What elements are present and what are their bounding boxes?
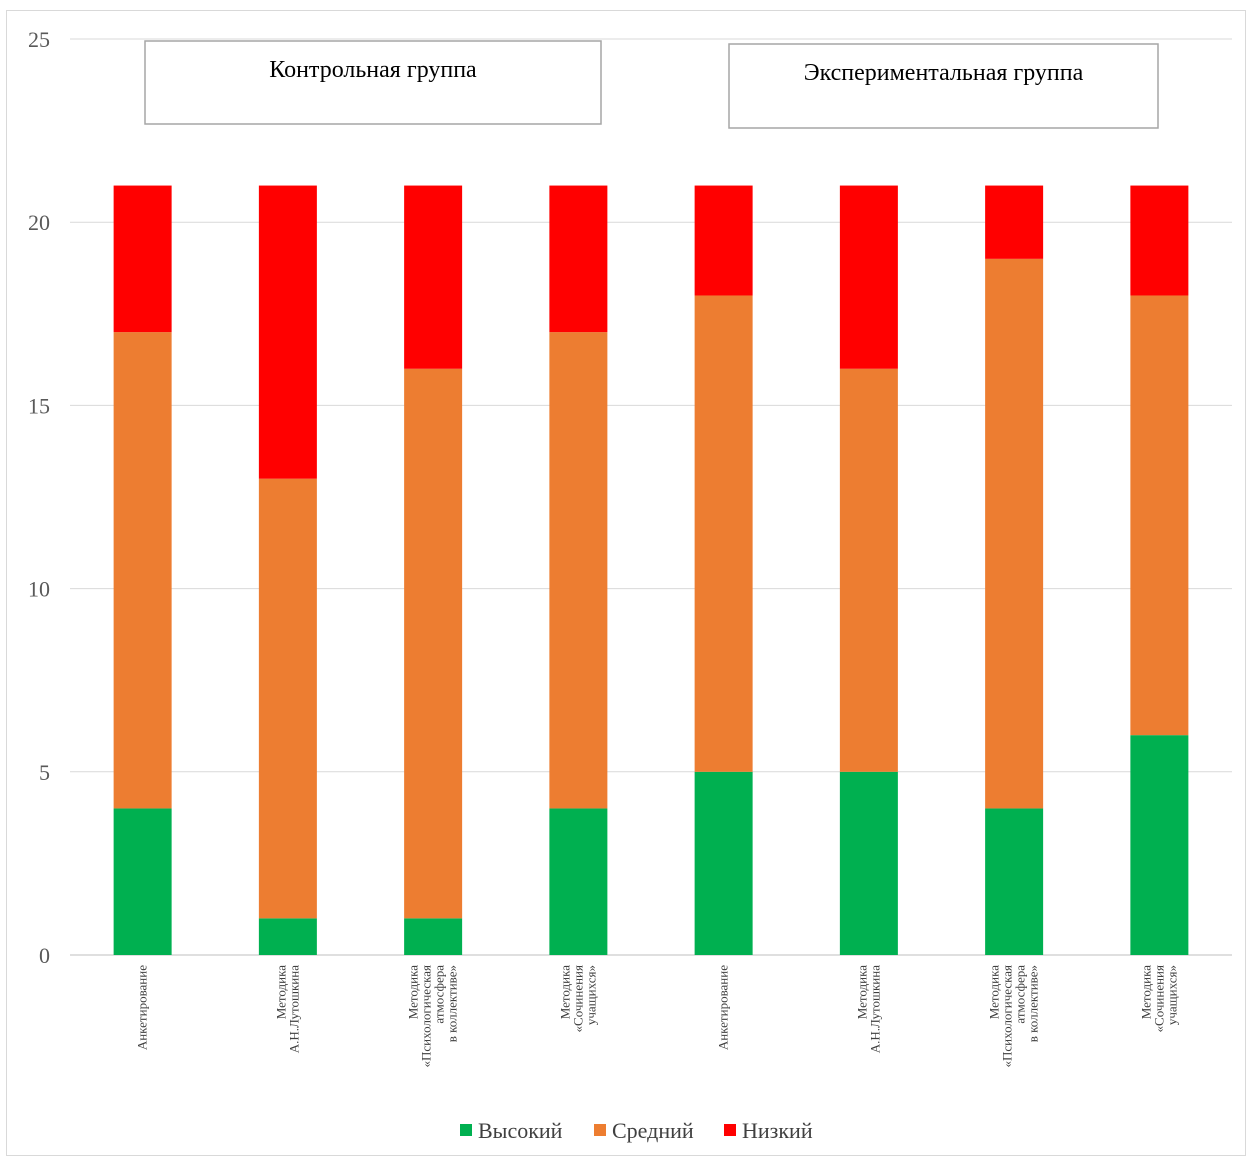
legend-label: Высокий	[478, 1118, 563, 1143]
svg-text:МетодикаА.Н.Лутошкина: МетодикаА.Н.Лутошкина	[854, 965, 882, 1054]
bar-segment-1	[113, 808, 172, 955]
svg-text:Методика«Психологическаяатмосф: Методика«Психологическаяатмосферав колле…	[987, 965, 1041, 1068]
y-tick-label: 25	[28, 27, 50, 52]
legend-label: Низкий	[742, 1118, 813, 1143]
svg-text:Методика«Сочиненияучащихся»: Методика«Сочиненияучащихся»	[557, 965, 598, 1033]
bar-segment-2	[404, 368, 463, 919]
svg-text:Анкетирование: Анкетирование	[135, 965, 150, 1050]
legend-swatch	[460, 1124, 472, 1136]
bar-segment-1	[258, 918, 317, 955]
y-tick-label: 0	[39, 943, 50, 968]
svg-text:Методика«Психологическаяатмосф: Методика«Психологическаяатмосферав колле…	[406, 965, 460, 1068]
legend-swatch	[724, 1124, 736, 1136]
bar-segment-1	[404, 918, 463, 955]
bar-segment-1	[694, 771, 753, 955]
bar-segment-1	[1130, 735, 1189, 955]
y-tick-label: 20	[28, 210, 50, 235]
y-tick-label: 10	[28, 577, 50, 602]
bar-segment-2	[113, 332, 172, 809]
bar-segment-1	[549, 808, 608, 955]
y-tick-label: 15	[28, 393, 50, 418]
bar-segment-3	[1130, 185, 1189, 296]
bar-segment-2	[985, 258, 1044, 809]
x-axis-categories: Анкетирование МетодикаА.Н.Лутошкина Методи…	[135, 965, 1180, 1068]
svg-text:МетодикаА.Н.Лутошкина: МетодикаА.Н.Лутошкина	[273, 965, 301, 1054]
svg-text:Методика«Сочиненияучащихся»: Методика«Сочиненияучащихся»	[1138, 965, 1179, 1033]
x-category-label: Методика«Психологическаяатмосферав колле…	[987, 965, 1041, 1068]
x-category-label: МетодикаА.Н.Лутошкина	[273, 965, 301, 1054]
x-category-label: Анкетирование	[716, 965, 731, 1050]
bar-segment-3	[404, 185, 463, 369]
group-annotation-label: Контрольная группа	[269, 57, 477, 83]
bar-segment-2	[839, 368, 898, 772]
x-category-label: МетодикаА.Н.Лутошкина	[854, 965, 882, 1054]
bar-segment-3	[694, 185, 753, 296]
x-category-label: Методика«Сочиненияучащихся»	[557, 965, 598, 1033]
bar-segment-2	[694, 295, 753, 772]
legend-swatch	[594, 1124, 606, 1136]
bar-segment-1	[985, 808, 1044, 955]
bar-segment-3	[113, 185, 172, 333]
gridlines	[70, 38, 1232, 956]
x-category-label: Анкетирование	[135, 965, 150, 1050]
group-annotation-label: Экспериментальная группа	[804, 60, 1084, 86]
y-tick-label: 5	[39, 760, 50, 785]
legend: Высокий Средний Низкий	[460, 1118, 813, 1143]
y-axis-ticks: 0 5 10 15 20 25	[28, 27, 50, 968]
group-annotation-box	[728, 43, 1159, 129]
bar-segment-3	[258, 185, 317, 479]
x-category-label: Методика«Сочиненияучащихся»	[1138, 965, 1179, 1033]
bar-segment-2	[1130, 295, 1189, 736]
bar-segment-2	[549, 332, 608, 809]
bar-segment-3	[549, 185, 608, 333]
legend-label: Средний	[612, 1118, 694, 1143]
bar-segment-3	[839, 185, 898, 369]
svg-text:Анкетирование: Анкетирование	[716, 965, 731, 1050]
bars	[113, 185, 1189, 955]
group-annotation-box	[144, 40, 602, 125]
x-category-label: Методика«Психологическаяатмосферав колле…	[406, 965, 460, 1068]
bar-segment-3	[985, 185, 1044, 259]
chart-frame	[6, 10, 1246, 1156]
bar-segment-1	[839, 771, 898, 955]
group-annotations: Контрольная группа Экспериментальная груп…	[144, 40, 1159, 129]
bar-segment-2	[258, 478, 317, 919]
